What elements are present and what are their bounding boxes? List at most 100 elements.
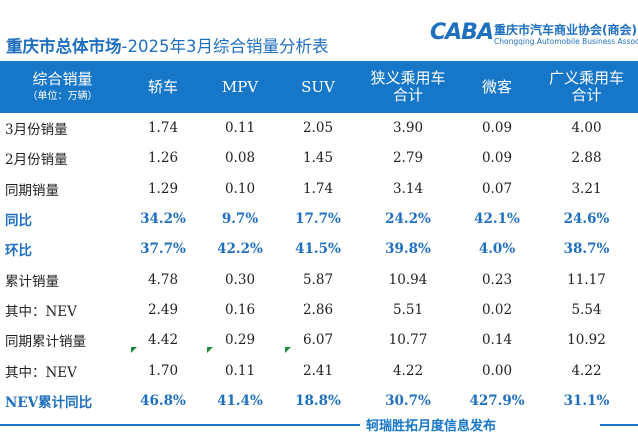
table-cell: 427.9% bbox=[459, 386, 535, 416]
table-cell: 9.7% bbox=[201, 204, 279, 234]
cell-value: 3.90 bbox=[392, 120, 424, 137]
cell-value: 30.7% bbox=[385, 392, 431, 409]
cell-value: 5.87 bbox=[302, 271, 334, 288]
cell-value: 427.9% bbox=[469, 392, 525, 409]
cell-value: 0.11 bbox=[224, 120, 256, 137]
comment-marker-icon bbox=[207, 347, 213, 354]
table-row: 2月份销量 1.26 0.08 1.45 2.79 0.09 2.88 bbox=[0, 143, 638, 173]
cell-value: 1.29 bbox=[147, 180, 179, 197]
table-cell: 0.10 bbox=[201, 174, 279, 204]
table-row: 累计销量 4.78 0.30 5.87 10.94 0.23 11.17 bbox=[0, 264, 638, 294]
cell-value: 3.14 bbox=[392, 180, 424, 197]
table-cell: 1.29 bbox=[125, 174, 201, 204]
table-cell: 0.30 bbox=[201, 264, 279, 294]
header-sedan: 轿车 bbox=[147, 77, 178, 96]
row-label: 2月份销量 bbox=[5, 152, 68, 169]
cell-value: 1.26 bbox=[147, 150, 179, 167]
table-row: 同比 34.2% 9.7% 17.7% 24.2% 42.1% 24.6% bbox=[0, 204, 638, 234]
cell-value: 0.08 bbox=[224, 150, 256, 167]
table-cell: 2.49 bbox=[125, 295, 201, 325]
table-row: NEV累计同比 46.8% 41.4% 18.8% 30.7% 427.9% 31.1% bbox=[0, 386, 638, 416]
comment-marker-icon bbox=[131, 347, 137, 354]
table-cell: 0.08 bbox=[201, 143, 279, 173]
cell-value: 2.05 bbox=[302, 120, 334, 137]
cell-value: 0.11 bbox=[224, 362, 256, 379]
cell-value: 0.00 bbox=[481, 362, 513, 379]
footer-divider-left bbox=[0, 424, 360, 426]
header-narrow-line1: 狭义乘用车 bbox=[370, 69, 446, 87]
cell-value: 0.30 bbox=[224, 271, 256, 288]
cell-value: 24.2% bbox=[385, 211, 431, 228]
table-cell: 1.26 bbox=[125, 143, 201, 173]
row-label: 同比 bbox=[5, 213, 32, 230]
row-label: 同期销量 bbox=[5, 182, 59, 199]
cell-value: 0.16 bbox=[224, 301, 256, 318]
row-label: 环比 bbox=[5, 243, 32, 260]
cell-value: 2.86 bbox=[302, 301, 334, 318]
cell-value: 31.1% bbox=[563, 392, 610, 409]
cell-value: 6.07 bbox=[302, 332, 334, 349]
table-cell: 0.16 bbox=[201, 295, 279, 325]
table-cell: 4.22 bbox=[357, 355, 459, 385]
table-cell: 10.77 bbox=[357, 325, 459, 355]
table-cell: 37.7% bbox=[125, 234, 201, 264]
table-cell: 34.2% bbox=[125, 204, 201, 234]
table-row: 环比 37.7% 42.2% 41.5% 39.8% 4.0% 38.7% bbox=[0, 234, 638, 264]
table-cell: 2.88 bbox=[535, 143, 638, 173]
header-mpv: MPV bbox=[221, 77, 259, 96]
cell-value: 46.8% bbox=[140, 392, 186, 409]
table-cell: 1.70 bbox=[125, 347, 201, 385]
table-cell: 0.00 bbox=[459, 355, 535, 385]
cell-value: 41.4% bbox=[217, 392, 263, 409]
cell-value: 0.09 bbox=[481, 150, 513, 167]
table-cell: 0.11 bbox=[201, 347, 279, 385]
table-cell: 41.4% bbox=[201, 386, 279, 416]
cell-value: 2.49 bbox=[147, 301, 179, 318]
table-cell: 3.14 bbox=[357, 174, 459, 204]
cell-value: 0.29 bbox=[224, 332, 256, 349]
table-cell: 10.92 bbox=[535, 325, 638, 355]
logo-chinese-name: 重庆市汽车商业协会(商会) bbox=[494, 23, 637, 37]
table-cell: 3.21 bbox=[535, 174, 638, 204]
row-label: 同期累计销量 bbox=[5, 334, 86, 351]
cell-value: 10.77 bbox=[388, 332, 428, 349]
table-cell: 42.2% bbox=[201, 234, 279, 264]
table-row: 同期销量 1.29 0.10 1.74 3.14 0.07 3.21 bbox=[0, 174, 638, 204]
header-broad-line2: 合计 bbox=[571, 86, 602, 104]
header-suv: SUV bbox=[301, 77, 335, 96]
association-logo: CABA 重庆市汽车商业协会(商会) Chongqing Automobile … bbox=[430, 20, 638, 52]
table-cell: 2.79 bbox=[357, 143, 459, 173]
cell-value: 41.5% bbox=[295, 241, 341, 258]
cell-value: 4.78 bbox=[147, 271, 179, 288]
footer-divider-right bbox=[600, 424, 638, 426]
header-sales-label: 综合销量 bbox=[32, 69, 93, 88]
table-row: 同期累计销量 4.42 0.29 6.07 10.77 0.14 10.92 bbox=[0, 325, 638, 355]
sales-table: 综合销量 （单位：万辆） 轿车 MPV SUV 狭义乘用车 合计 微客 广义乘用… bbox=[0, 61, 638, 416]
cell-value: 4.42 bbox=[147, 332, 179, 349]
cell-value: 18.8% bbox=[295, 392, 341, 409]
cell-value: 10.94 bbox=[388, 271, 428, 288]
cell-value: 4.0% bbox=[478, 241, 516, 258]
table-cell: 4.78 bbox=[125, 264, 201, 294]
footer-text: 轲瑞胜拓月度信息发布 bbox=[366, 419, 497, 434]
cell-value: 1.74 bbox=[147, 120, 179, 137]
row-label: NEV累计同比 bbox=[5, 394, 93, 411]
cell-value: 1.74 bbox=[302, 180, 334, 197]
table-cell: 4.42 bbox=[125, 325, 201, 355]
cell-value: 37.7% bbox=[140, 241, 186, 258]
table-cell: 5.87 bbox=[279, 264, 357, 294]
table-cell: 0.09 bbox=[459, 113, 535, 143]
table-cell: 4.00 bbox=[535, 113, 638, 143]
header-broad-total: 广义乘用车 合计 bbox=[535, 61, 638, 113]
table-cell: 30.7% bbox=[357, 386, 459, 416]
table-cell: 5.51 bbox=[357, 295, 459, 325]
table-row: 3月份销量 1.74 0.11 2.05 3.90 0.09 4.00 bbox=[0, 113, 638, 143]
table-cell: 31.1% bbox=[535, 386, 638, 416]
table-cell: 1.74 bbox=[125, 113, 201, 143]
cell-value: 38.7% bbox=[563, 241, 610, 258]
cell-value: 0.02 bbox=[481, 301, 513, 318]
table-cell: 2.41 bbox=[279, 347, 357, 385]
comment-marker-icon bbox=[285, 347, 291, 354]
table-cell: 0.07 bbox=[459, 174, 535, 204]
